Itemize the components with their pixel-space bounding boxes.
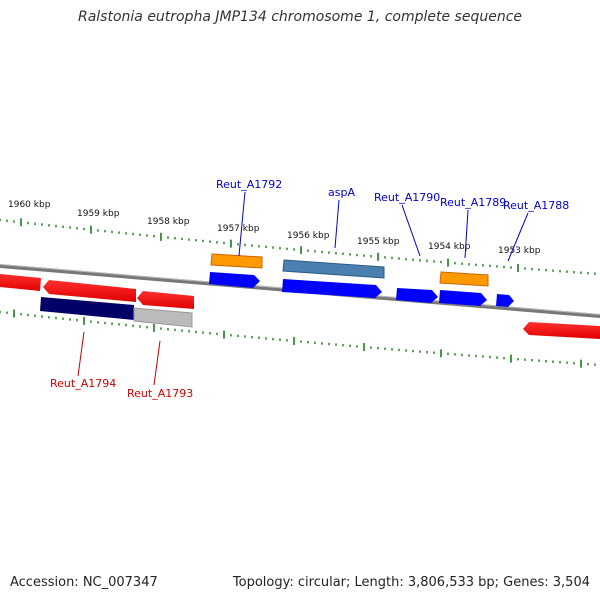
forward-labels: Reut_A1792 aspA Reut_A1790 Reut_A1789 Re… xyxy=(216,178,569,262)
reverse-genes xyxy=(0,274,600,339)
axis-label-1957: 1957 kbp xyxy=(217,224,260,234)
axis-label-1956: 1956 kbp xyxy=(287,231,330,241)
gene-blue-3[interactable] xyxy=(439,290,487,306)
axis-label-1959: 1959 kbp xyxy=(77,209,120,219)
map-title: Ralstonia eutropha JMP134 chromosome 1, … xyxy=(77,9,522,25)
gene-label-aspa[interactable]: aspA xyxy=(328,186,355,199)
accession-text: Accession: NC_007347 xyxy=(10,575,158,590)
gene-orange-1[interactable] xyxy=(210,253,263,269)
ticks-top xyxy=(0,218,596,275)
gene-orange-2[interactable] xyxy=(439,271,489,287)
gene-blue-2[interactable] xyxy=(396,288,438,303)
gene-label-reut-a1794[interactable]: Reut_A1794 xyxy=(50,377,116,390)
ticks-bottom xyxy=(0,309,596,368)
gene-gray[interactable] xyxy=(133,307,193,328)
reverse-labels: Reut_A1794 Reut_A1793 xyxy=(50,331,193,400)
gene-label-reut-a1789[interactable]: Reut_A1789 xyxy=(440,196,506,209)
axis-label-group: 1960 kbp 1959 kbp 1958 kbp 1957 kbp 1956… xyxy=(8,200,541,256)
gene-blue-4[interactable] xyxy=(496,294,514,307)
gene-blue-1[interactable] xyxy=(209,272,260,288)
gene-navy[interactable] xyxy=(40,297,134,320)
gene-label-reut-a1792[interactable]: Reut_A1792 xyxy=(216,178,282,191)
gene-label-reut-a1793[interactable]: Reut_A1793 xyxy=(127,387,193,400)
forward-genes xyxy=(209,253,514,307)
axis-label-1958: 1958 kbp xyxy=(147,217,190,227)
gene-label-reut-a1790[interactable]: Reut_A1790 xyxy=(374,191,440,204)
gene-red-left[interactable] xyxy=(0,274,41,291)
axis-label-1955: 1955 kbp xyxy=(357,237,400,247)
gene-red-1[interactable] xyxy=(43,280,136,302)
gene-blue-aspA[interactable] xyxy=(282,279,382,298)
axis-label-1953: 1953 kbp xyxy=(498,246,541,256)
gene-label-reut-a1788[interactable]: Reut_A1788 xyxy=(503,199,569,212)
gene-red-2[interactable] xyxy=(137,291,194,309)
summary-text: Topology: circular; Length: 3,806,533 bp… xyxy=(232,575,590,590)
gene-steel-aspA-top[interactable] xyxy=(282,259,385,279)
gene-red-right[interactable] xyxy=(523,322,600,339)
axis-label-1960: 1960 kbp xyxy=(8,200,51,210)
axis-label-1954: 1954 kbp xyxy=(428,242,471,252)
